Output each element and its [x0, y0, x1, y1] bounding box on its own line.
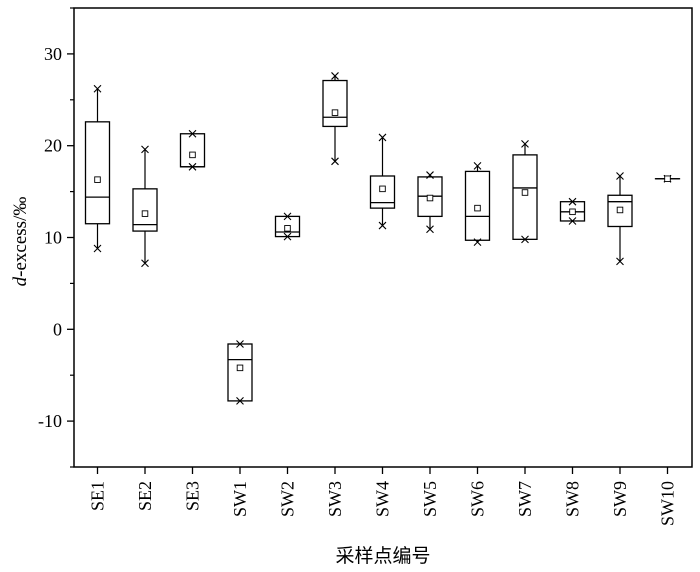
- min-marker: [378, 221, 387, 230]
- max-marker: [378, 133, 387, 142]
- iqr-box: [369, 175, 396, 209]
- max-marker: [141, 145, 149, 154]
- iqr-box: [322, 79, 348, 128]
- mean-marker: [331, 109, 339, 116]
- mean-marker: [664, 175, 671, 182]
- box-se2: [132, 145, 158, 268]
- x-axis-ticks: SE1 SE2 SE3 SW1 SW2 SW3 SW4 SW5 SW6 SW7 SW8 SW9 SW10: [88, 467, 678, 526]
- box-sw7: [512, 139, 538, 244]
- max-marker: [283, 212, 292, 221]
- max-marker: [236, 340, 244, 348]
- y-tick-label: 20: [44, 136, 62, 156]
- x-tick-label: SW7: [515, 481, 535, 517]
- min-marker: [473, 238, 482, 246]
- mean-marker: [236, 364, 244, 372]
- box-sw6: [464, 162, 491, 246]
- mean-marker: [521, 189, 529, 196]
- mean-marker: [616, 206, 624, 214]
- iqr-box: [512, 154, 538, 240]
- mean-marker: [94, 176, 101, 183]
- box-sw3: [322, 72, 348, 166]
- box-sw5: [417, 171, 443, 234]
- box-se3: [179, 129, 206, 171]
- mean-marker: [189, 151, 196, 159]
- x-tick-label: SW2: [278, 481, 298, 517]
- y-axis-title-rest: -excess/‰: [10, 197, 31, 277]
- x-tick-label: SW10: [658, 481, 678, 526]
- iqr-box: [464, 170, 491, 241]
- min-marker: [236, 397, 244, 405]
- mean-marker: [141, 210, 149, 217]
- x-tick-label: SW6: [468, 481, 488, 517]
- box-se1: [84, 84, 111, 253]
- iqr-box: [132, 188, 158, 232]
- box-sw2: [274, 212, 301, 241]
- box-sw4: [369, 133, 396, 230]
- y-axis-title-italic: d: [10, 276, 31, 286]
- y-tick-label: 30: [44, 44, 62, 64]
- max-marker: [473, 162, 482, 170]
- box-sw9: [607, 172, 633, 266]
- x-axis-title: 采样点编号: [335, 545, 430, 567]
- min-marker: [331, 157, 339, 166]
- x-tick-label: SE3: [183, 481, 203, 511]
- x-tick-label: SW9: [610, 481, 630, 517]
- x-tick-label: SW1: [230, 481, 250, 517]
- y-tick-label: 10: [44, 228, 62, 248]
- x-tick-label: SE2: [135, 481, 155, 511]
- plot-frame: [73, 7, 693, 468]
- y-axis-title: d-excess/‰: [10, 197, 31, 287]
- x-tick-label: SW3: [325, 481, 345, 517]
- box-sw8: [559, 197, 586, 225]
- max-marker: [568, 197, 577, 206]
- min-marker: [141, 259, 149, 268]
- min-marker: [521, 235, 529, 244]
- box-sw10: [654, 174, 681, 183]
- y-tick-label: -10: [38, 411, 62, 431]
- x-tick-label: SW4: [373, 481, 393, 517]
- min-marker: [188, 162, 197, 171]
- mean-marker: [569, 208, 576, 216]
- x-tick-label: SW5: [420, 481, 440, 517]
- max-marker: [331, 72, 339, 80]
- min-marker: [283, 232, 292, 241]
- min-marker: [93, 244, 102, 253]
- max-marker: [426, 171, 434, 179]
- max-marker: [188, 129, 197, 138]
- max-marker: [521, 139, 529, 148]
- iqr-box: [607, 194, 633, 228]
- y-tick-label: 0: [53, 319, 62, 339]
- box-sw1: [227, 340, 253, 405]
- mean-marker: [426, 194, 434, 202]
- iqr-box: [179, 133, 206, 168]
- box-series: [84, 72, 681, 405]
- mean-marker: [379, 185, 386, 193]
- min-marker: [616, 257, 624, 266]
- iqr-box: [227, 343, 253, 402]
- y-axis-ticks: -10 0 10 20 30: [38, 7, 74, 468]
- mean-marker: [474, 204, 481, 212]
- mean-marker: [284, 225, 291, 232]
- max-marker: [93, 84, 102, 93]
- iqr-box: [84, 121, 111, 225]
- min-marker: [426, 225, 434, 234]
- x-tick-label: SE1: [88, 481, 108, 511]
- max-marker: [616, 172, 624, 180]
- x-tick-label: SW8: [563, 481, 583, 517]
- min-marker: [568, 217, 577, 225]
